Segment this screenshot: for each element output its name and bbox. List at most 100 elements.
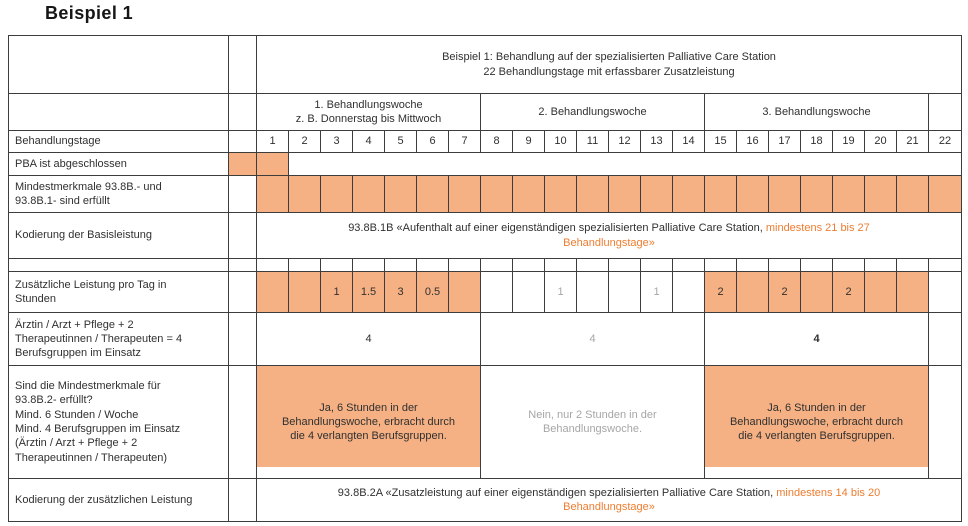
day-header-cell: 13 [641, 131, 673, 153]
week-2-header: 2. Behandlungswoche [481, 94, 705, 131]
mindestmerkmale-day-cell [577, 176, 609, 213]
day-header-cell: 3 [321, 131, 353, 153]
mindestmerkmale-day-cell [321, 176, 353, 213]
spacer-day-cell [929, 259, 961, 272]
row-label-behandlungstage: Behandlungstage [9, 131, 229, 153]
stunden-day-cell: 3 [385, 272, 417, 313]
pba-marker-day1-cell [257, 153, 289, 176]
spacer-day-cell [673, 259, 705, 272]
stunden-day-cell: 1.5 [353, 272, 385, 313]
mindestmerkmale-day-cell [897, 176, 929, 213]
spacer-day-cell [513, 259, 545, 272]
basisleistung-code-cell: 93.8B.1B «Aufenthalt auf einer eigenstän… [257, 213, 961, 259]
stunden-day-cell: 2 [769, 272, 801, 313]
stunden-day-cell [865, 272, 897, 313]
day-header-cell: 5 [385, 131, 417, 153]
mindestmerkmale-day-cell [385, 176, 417, 213]
kriterien-narrow-cell [229, 366, 257, 479]
day-header-cell: 8 [481, 131, 513, 153]
corner-empty-cell [9, 36, 229, 94]
stunden-day-cell [289, 272, 321, 313]
stunden-day-cell [929, 272, 961, 313]
spacer-day-cell [545, 259, 577, 272]
stunden-day-cell [257, 272, 289, 313]
mindestmerkmale-day-cell [641, 176, 673, 213]
mindestmerkmale-day-cell [833, 176, 865, 213]
row-label-berufsgruppen: Ärztin / Arzt + Pflege + 2 Therapeutinne… [9, 313, 229, 366]
kriterien-week1-cell: Ja, 6 Stunden in der Behandlungswoche, e… [257, 366, 481, 479]
mindestmerkmale-day-cell [353, 176, 385, 213]
spacer-label-cell [9, 259, 229, 272]
stunden-day-cell: 2 [833, 272, 865, 313]
spacer-day-cell [865, 259, 897, 272]
spacer-day-cell [449, 259, 481, 272]
berufsgruppen-week1-cell: 4 [257, 313, 481, 366]
day-header-cell: 16 [737, 131, 769, 153]
stunden-day-cell [481, 272, 513, 313]
zusatzleistung-code-text-wrap: 93.8B.2A «Zusatzleistung auf einer eigen… [330, 486, 888, 515]
row-label-pba: PBA ist abgeschlossen [9, 153, 229, 176]
stunden-day-cell [673, 272, 705, 313]
stunden-day-cell [513, 272, 545, 313]
spacer-day-cell [321, 259, 353, 272]
kriterien-week2-cell: Nein, nur 2 Stunden in der Behandlungswo… [481, 366, 705, 479]
day-header-cell: 9 [513, 131, 545, 153]
mindestmerkmale-day-cell [673, 176, 705, 213]
mindestmerkmale-day-cell [801, 176, 833, 213]
spacer-day-cell [289, 259, 321, 272]
spacer-day-cell [737, 259, 769, 272]
berufsgruppen-day22-cell [929, 313, 961, 366]
stunden-day-cell [801, 272, 833, 313]
mindestmerkmale-day-cell [513, 176, 545, 213]
stunden-day-cell [609, 272, 641, 313]
row-label-kriterien: Sind die Mindestmerkmale für 93.8B.2- er… [9, 366, 229, 479]
day-header-cell: 6 [417, 131, 449, 153]
week-row-empty-label-cell [9, 94, 229, 131]
basisleistung-narrow-cell [229, 213, 257, 259]
stunden-day-cell [897, 272, 929, 313]
zusatzleistung-code-cell: 93.8B.2A «Zusatzleistung auf einer eigen… [257, 479, 961, 521]
mindestmerkmale-narrow-cell [229, 176, 257, 213]
zusatzleistung-narrow-cell [229, 479, 257, 521]
spacer-day-cell [769, 259, 801, 272]
mindestmerkmale-day-cell [417, 176, 449, 213]
stunden-day-cell [737, 272, 769, 313]
day-header-cell: 18 [801, 131, 833, 153]
stunden-day-cell: 1 [641, 272, 673, 313]
stunden-day-cell: 1 [545, 272, 577, 313]
spacer-day-cell [417, 259, 449, 272]
corner-empty-narrow-cell [229, 36, 257, 94]
basisleistung-code-highlight: mindestens 21 bis 27 Behandlungstage» [563, 222, 870, 249]
day-header-cell: 4 [353, 131, 385, 153]
day-header-cell: 2 [289, 131, 321, 153]
zusatzleistung-code-highlight: mindestens 14 bis 20 Behandlungstage» [563, 486, 881, 513]
day-header-cell: 17 [769, 131, 801, 153]
spacer-day-cell [385, 259, 417, 272]
mindestmerkmale-day-cell [865, 176, 897, 213]
spacer-day-cell [801, 259, 833, 272]
basisleistung-code-text-wrap: 93.8B.1B «Aufenthalt auf einer eigenstän… [340, 221, 878, 250]
day-header-cell: 20 [865, 131, 897, 153]
kriterien-day22-cell [929, 366, 961, 479]
mindestmerkmale-day-cell [481, 176, 513, 213]
mindestmerkmale-day-cell [705, 176, 737, 213]
day-header-cell: 15 [705, 131, 737, 153]
spacer-day-cell [609, 259, 641, 272]
treatment-table: Beispiel 1: Behandlung auf der spezialis… [8, 35, 962, 522]
mindestmerkmale-day-cell [545, 176, 577, 213]
zusatzleistung-code-text: 93.8B.2A «Zusatzleistung auf einer eigen… [337, 486, 777, 499]
mindestmerkmale-day-cell [769, 176, 801, 213]
row-label-zusatzleistung: Kodierung der zusätzlichen Leistung [9, 479, 229, 521]
row-label-stunden: Zusätzliche Leistung pro Tag in Stunden [9, 272, 229, 313]
day-header-cell: 22 [929, 131, 961, 153]
spacer-day-cell [353, 259, 385, 272]
week-1-subtitle: z. B. Donnerstag bis Mittwoch [295, 113, 442, 125]
mindestmerkmale-day-cell [289, 176, 321, 213]
days-narrow-cell [229, 131, 257, 153]
mindestmerkmale-day-cell [737, 176, 769, 213]
mindestmerkmale-day-cell [609, 176, 641, 213]
day-header-cell: 11 [577, 131, 609, 153]
day-header-cell: 14 [673, 131, 705, 153]
pba-empty-span-cell [289, 153, 961, 176]
spacer-day-cell [833, 259, 865, 272]
